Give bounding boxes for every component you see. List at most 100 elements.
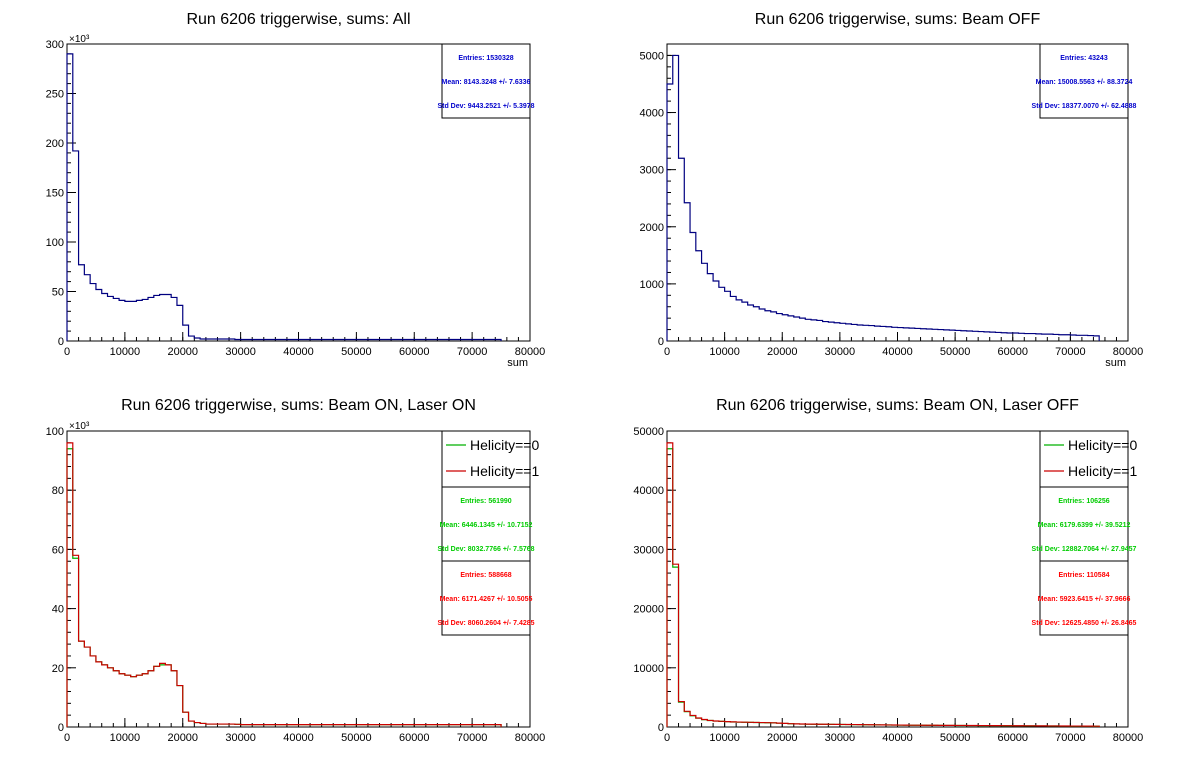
stats-frame bbox=[1039, 560, 1129, 636]
stats-line: Std Dev: 8032.7766 +/- 7.5768 bbox=[437, 546, 534, 553]
stats-line: Std Dev: 12882.7064 +/- 27.9457 bbox=[1032, 546, 1137, 553]
y-tick-label: 2000 bbox=[640, 222, 664, 234]
stats-frame bbox=[1039, 43, 1129, 119]
y-tick-label: 0 bbox=[658, 722, 664, 734]
y-tick-label: 50 bbox=[52, 287, 64, 299]
stats-line: Mean: 5923.6415 +/- 37.9666 bbox=[1038, 596, 1131, 603]
legend-frame bbox=[441, 430, 531, 488]
y-tick-label: 100 bbox=[46, 426, 64, 438]
y-tick-label: 20 bbox=[52, 663, 64, 675]
histogram-panel-3: Run 6206 triggerwise, sums: Beam ON, Las… bbox=[46, 397, 546, 744]
x-tick-label: 10000 bbox=[709, 732, 740, 744]
y-tick-label: 3000 bbox=[640, 165, 664, 177]
legend-entry: Helicity==1 bbox=[470, 463, 539, 479]
x-tick-label: 60000 bbox=[399, 732, 430, 744]
x-tick-label: 10000 bbox=[110, 346, 141, 358]
x-tick-label: 80000 bbox=[1113, 732, 1144, 744]
x-tick-label: 40000 bbox=[283, 732, 314, 744]
y-tick-label: 30000 bbox=[633, 544, 664, 556]
y-tick-label: 50000 bbox=[633, 426, 664, 438]
chart-title: Run 6206 triggerwise, sums: Beam OFF bbox=[755, 11, 1041, 28]
histogram-series-helicity-1 bbox=[666, 442, 1100, 727]
stats-line: Entries: 106256 bbox=[1058, 498, 1109, 505]
stats-box: Entries: 1530328 Mean: 8143.3248 +/- 7.63… bbox=[437, 43, 535, 119]
stats-frame bbox=[441, 43, 531, 119]
histogram-series-helicity-1 bbox=[66, 442, 502, 727]
stats-frame bbox=[441, 560, 531, 636]
x-tick-label: 40000 bbox=[882, 732, 913, 744]
chart-title: Run 6206 triggerwise, sums: Beam ON, Las… bbox=[716, 397, 1079, 414]
legend-frame bbox=[1039, 430, 1129, 488]
histogram-panel-4: Run 6206 triggerwise, sums: Beam ON, Las… bbox=[633, 397, 1143, 744]
y-tick-label: 80 bbox=[52, 485, 64, 497]
histogram-series-main bbox=[66, 53, 502, 341]
legend-entry: Helicity==0 bbox=[1068, 437, 1137, 453]
histogram-series-helicity-0 bbox=[66, 448, 502, 727]
x-tick-label: 60000 bbox=[399, 346, 430, 358]
stats-line: Mean: 8143.3248 +/- 7.6336 bbox=[442, 79, 531, 86]
x-tick-label: 0 bbox=[64, 732, 70, 744]
y-tick-label: 0 bbox=[58, 336, 64, 348]
stats-line: Entries: 561990 bbox=[460, 498, 511, 505]
histogram-series-main bbox=[666, 54, 1100, 341]
x-tick-label: 70000 bbox=[1055, 732, 1086, 744]
stats-box: Entries: 561990 Mean: 6446.1345 +/- 10.71… bbox=[437, 486, 535, 562]
x-tick-label: 50000 bbox=[940, 346, 971, 358]
legend: Helicity==0 Helicity==1 bbox=[1039, 430, 1137, 488]
y-tick-label: 150 bbox=[46, 188, 64, 200]
stats-line: Mean: 6171.4267 +/- 10.5055 bbox=[440, 596, 533, 603]
histogram-panel-2: Run 6206 triggerwise, sums: Beam OFF 0 100… bbox=[640, 11, 1144, 369]
stats-line: Mean: 6446.1345 +/- 10.7152 bbox=[440, 522, 533, 529]
x-tick-label: 30000 bbox=[225, 346, 256, 358]
y-tick-label: 200 bbox=[46, 138, 64, 150]
x-tick-label: 0 bbox=[664, 346, 670, 358]
x-tick-label: 0 bbox=[64, 346, 70, 358]
stats-box: Entries: 110584 Mean: 5923.6415 +/- 37.96… bbox=[1032, 560, 1137, 636]
x-tick-label: 30000 bbox=[825, 732, 856, 744]
x-tick-label: 10000 bbox=[110, 732, 141, 744]
stats-box: Entries: 106256 Mean: 6179.6399 +/- 39.52… bbox=[1032, 486, 1137, 562]
x-tick-label: 70000 bbox=[457, 346, 488, 358]
stats-frame bbox=[441, 486, 531, 562]
x-tick-label: 40000 bbox=[882, 346, 913, 358]
y-multiplier-label: ×10³ bbox=[69, 421, 90, 432]
x-tick-label: 80000 bbox=[515, 346, 546, 358]
y-tick-label: 10000 bbox=[633, 663, 664, 675]
stats-box: Entries: 43243 Mean: 15008.5563 +/- 88.37… bbox=[1032, 43, 1137, 119]
histogram-series-helicity-0 bbox=[666, 448, 1100, 727]
stats-line: Std Dev: 12625.4850 +/- 26.8465 bbox=[1032, 620, 1137, 627]
y-tick-label: 40 bbox=[52, 604, 64, 616]
y-tick-label: 1000 bbox=[640, 279, 664, 291]
x-tick-label: 30000 bbox=[825, 346, 856, 358]
x-axis-label: sum bbox=[1105, 357, 1126, 369]
stats-line: Mean: 15008.5563 +/- 88.3724 bbox=[1036, 79, 1133, 86]
stats-frame bbox=[1039, 486, 1129, 562]
legend: Helicity==0 Helicity==1 bbox=[441, 430, 539, 488]
x-tick-label: 20000 bbox=[767, 732, 798, 744]
y-tick-label: 0 bbox=[658, 336, 664, 348]
stats-line: Std Dev: 9443.2521 +/- 5.3978 bbox=[437, 103, 534, 110]
x-tick-label: 20000 bbox=[167, 346, 198, 358]
y-tick-label: 0 bbox=[58, 722, 64, 734]
histogram-panel-1: Run 6206 triggerwise, sums: All 0 10000 200… bbox=[46, 11, 546, 369]
x-tick-label: 80000 bbox=[1113, 346, 1144, 358]
x-tick-label: 60000 bbox=[997, 346, 1028, 358]
x-axis-label: sum bbox=[507, 357, 528, 369]
y-multiplier-label: ×10³ bbox=[69, 34, 90, 45]
x-tick-label: 40000 bbox=[283, 346, 314, 358]
y-tick-label: 5000 bbox=[640, 50, 664, 62]
x-tick-label: 20000 bbox=[767, 346, 798, 358]
x-tick-label: 50000 bbox=[341, 346, 372, 358]
chart-title: Run 6206 triggerwise, sums: Beam ON, Las… bbox=[121, 397, 476, 414]
x-tick-label: 50000 bbox=[341, 732, 372, 744]
legend-entry: Helicity==1 bbox=[1068, 463, 1137, 479]
x-tick-label: 50000 bbox=[940, 732, 971, 744]
y-tick-label: 100 bbox=[46, 237, 64, 249]
y-tick-label: 250 bbox=[46, 89, 64, 101]
y-tick-label: 4000 bbox=[640, 108, 664, 120]
x-tick-label: 60000 bbox=[997, 732, 1028, 744]
chart-title: Run 6206 triggerwise, sums: All bbox=[186, 11, 410, 28]
x-tick-label: 30000 bbox=[225, 732, 256, 744]
stats-box: Entries: 588668 Mean: 6171.4267 +/- 10.50… bbox=[437, 560, 535, 636]
